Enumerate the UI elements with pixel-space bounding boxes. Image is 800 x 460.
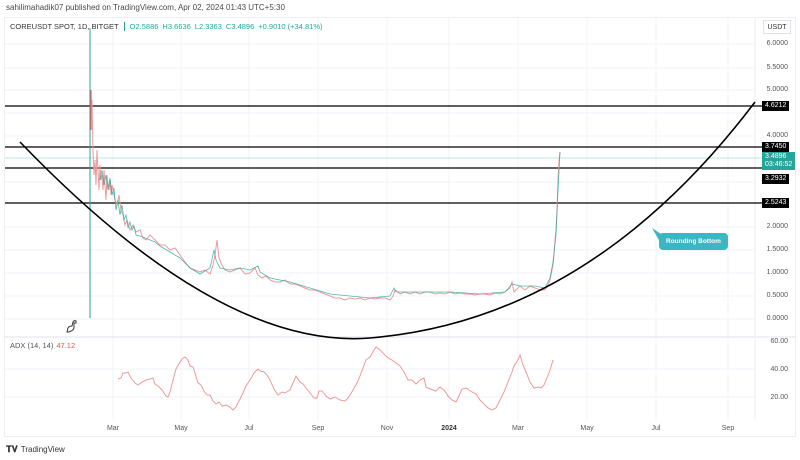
time-tick: Nov xyxy=(380,425,394,432)
level-tag-3-2932: 3.2932 xyxy=(762,174,790,184)
time-tick: Mar xyxy=(106,425,120,432)
current-price-value: 3.4896 xyxy=(765,153,787,160)
publisher-attribution: sahilimahadik07 published on TradingView… xyxy=(6,3,285,12)
time-tick: Sep xyxy=(721,425,735,432)
dino-icon xyxy=(64,318,80,337)
price-tick: 1.5000 xyxy=(766,246,788,253)
ohlc-legend: COREUSDT SPOT, 1D, BITGET O2.5886 H3.663… xyxy=(10,22,322,31)
adx-tick: 60.00 xyxy=(770,338,788,345)
low-value: L2.3363 xyxy=(194,22,222,31)
close-value: C3.4896 xyxy=(225,22,255,31)
adx-tick: 20.00 xyxy=(770,394,788,401)
rounding-bottom-curve xyxy=(19,101,756,340)
price-tick: 5.5000 xyxy=(766,64,788,71)
adx-tick: 40.00 xyxy=(770,366,788,373)
level-tag-4-6212: 4.6212 xyxy=(762,101,790,111)
price-tick: 4.0000 xyxy=(766,132,788,139)
time-tick: Jul xyxy=(244,425,254,432)
change-value: +0.9010 (+34.81%) xyxy=(258,22,323,31)
price-tick: 2.0000 xyxy=(766,223,788,230)
rounding-bottom-callout[interactable]: Rounding Bottom xyxy=(659,233,728,250)
tradingview-logo[interactable]: 𝐓𝐕 TradingView xyxy=(6,444,65,455)
bar-countdown: 03:46:52 xyxy=(765,161,793,168)
tradingview-logo-text: TradingView xyxy=(20,445,65,454)
price-series xyxy=(89,28,561,318)
chart-frame[interactable] xyxy=(4,17,796,437)
adx-line xyxy=(117,346,554,411)
price-tick: 5.0000 xyxy=(766,86,788,93)
time-tick: Sep xyxy=(311,425,325,432)
level-tag-3-7450: 3.7450 xyxy=(762,142,790,152)
level-tag-2-5243: 2.5243 xyxy=(762,198,790,208)
adx-legend[interactable]: ADX (14, 14) 47.12 xyxy=(10,341,75,350)
price-tick: 1.0000 xyxy=(766,269,788,276)
tradingview-mark-icon: 𝐓𝐕 xyxy=(6,444,18,454)
time-tick: May xyxy=(174,425,188,432)
time-tick: Mar xyxy=(511,425,525,432)
price-tick: 6.0000 xyxy=(766,40,788,47)
grid-lines xyxy=(5,18,755,420)
symbol-label[interactable]: COREUSDT SPOT, 1D, BITGET xyxy=(10,22,119,31)
horizontal-levels xyxy=(5,105,762,204)
high-value: H3.6636 xyxy=(162,22,191,31)
adx-value: 47.12 xyxy=(56,341,76,350)
price-tick: 0.0000 xyxy=(766,315,788,322)
time-tick: Jul xyxy=(651,425,661,432)
adx-label: ADX (14, 14) xyxy=(10,341,54,350)
current-price-tag: 3.4896 03:46:52 xyxy=(762,152,795,170)
time-tick: May xyxy=(580,425,594,432)
price-tick: 0.5000 xyxy=(766,292,788,299)
currency-selector[interactable]: USDT xyxy=(763,20,791,34)
open-value: O2.5886 xyxy=(129,22,159,31)
time-tick-year: 2024 xyxy=(441,425,457,432)
